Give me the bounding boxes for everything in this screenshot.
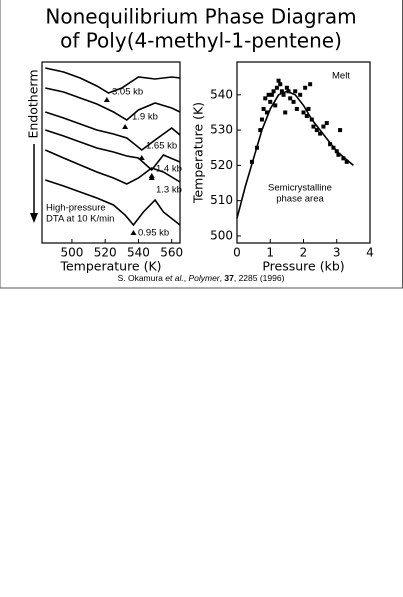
- data-point: [276, 78, 281, 83]
- data-point: [306, 106, 311, 111]
- data-point: [269, 92, 274, 97]
- data-point: [284, 85, 289, 90]
- annotation: Semicrystalline: [268, 183, 332, 194]
- data-point: [286, 89, 291, 94]
- data-point: [279, 89, 284, 94]
- data-point: [311, 124, 316, 129]
- data-point: [308, 82, 313, 87]
- citation-part: , 2285 (1996): [234, 273, 285, 283]
- arrow-head: [30, 213, 38, 223]
- x-tick-label: 500: [60, 246, 83, 260]
- x-tick-label: 520: [94, 246, 117, 260]
- annotation: phase area: [276, 194, 324, 205]
- data-point: [283, 110, 288, 115]
- data-point: [309, 117, 314, 122]
- data-point: [336, 152, 341, 157]
- citation-part: et al.: [165, 273, 183, 283]
- y-tick-label: 510: [210, 193, 233, 207]
- data-point: [301, 110, 306, 115]
- data-point: [303, 85, 308, 90]
- x-tick-label: 3: [333, 246, 341, 260]
- peak-marker: [148, 173, 155, 178]
- x-tick-label: 0: [233, 246, 241, 260]
- data-point: [266, 92, 271, 97]
- citation-part: S. Okamura: [118, 273, 166, 283]
- peak-marker: [122, 124, 129, 129]
- citation-part: ,: [184, 273, 189, 283]
- y-tick-label: 520: [210, 158, 233, 172]
- x-tick-label: 2: [300, 246, 308, 260]
- data-point: [271, 89, 276, 94]
- data-point: [338, 128, 343, 133]
- annotation: Melt: [332, 71, 350, 82]
- data-point: [281, 92, 286, 97]
- data-point: [264, 110, 269, 115]
- peak-marker: [130, 230, 137, 235]
- citation-part: Polymer: [188, 273, 220, 283]
- citation: S. Okamura et al., Polymer, 37, 2285 (19…: [118, 273, 285, 283]
- data-point: [249, 159, 254, 164]
- curve-label: 1.3 kb: [156, 185, 182, 196]
- data-point: [298, 92, 303, 97]
- data-point: [324, 121, 329, 126]
- data-point: [318, 131, 323, 136]
- x-tick-label: 560: [160, 246, 183, 260]
- x-tick-label: 4: [366, 246, 374, 260]
- x-axis-label: Temperature (K): [59, 259, 161, 274]
- y-tick-label: 530: [210, 123, 233, 137]
- data-point: [254, 145, 259, 150]
- data-point: [263, 96, 268, 101]
- data-point: [334, 149, 339, 154]
- data-point: [273, 103, 278, 108]
- y-tick-label: 540: [210, 87, 233, 101]
- dta-curve: [45, 179, 181, 227]
- dta-curve: [45, 129, 181, 172]
- title-line: of Poly(4-methyl-1-pentene): [60, 29, 342, 53]
- data-point: [291, 99, 296, 104]
- curve-label: 3.05 kb: [112, 87, 143, 98]
- data-point: [288, 96, 293, 101]
- annotation: DTA at 10 K/min: [46, 214, 114, 225]
- citation-part: ,: [220, 273, 225, 283]
- data-point: [278, 82, 283, 87]
- plot-frame: [41, 61, 181, 244]
- y-axis-label: Temperature (K): [191, 102, 206, 204]
- y-tick-label: 500: [210, 228, 233, 242]
- dta-curve: [45, 87, 181, 121]
- dta-curve: [44, 149, 181, 185]
- data-point: [314, 128, 319, 133]
- data-point: [328, 142, 333, 147]
- x-tick-label: 540: [127, 246, 150, 260]
- citation-part: 37: [224, 273, 234, 283]
- title-line: Nonequilibrium Phase Diagram: [45, 5, 356, 29]
- y-axis-label: Endotherm: [26, 69, 41, 138]
- dta-curve: [45, 111, 181, 152]
- x-tick-label: 1: [266, 246, 274, 260]
- data-point: [344, 159, 349, 164]
- data-point: [321, 124, 326, 129]
- data-point: [268, 99, 273, 104]
- data-point: [274, 85, 279, 90]
- x-axis-label: Pressure (kb): [262, 259, 344, 274]
- dta-curve: [45, 67, 181, 94]
- data-point: [261, 106, 266, 111]
- peak-marker: [103, 97, 110, 102]
- curve-label: 1.65 kb: [146, 141, 177, 152]
- data-point: [331, 145, 336, 150]
- curve-label: 0.95 kb: [138, 228, 169, 239]
- data-point: [341, 156, 346, 161]
- data-point: [259, 117, 264, 122]
- data-point: [258, 128, 263, 133]
- data-point: [293, 89, 298, 94]
- data-point: [304, 113, 309, 118]
- curve-label: 1.4 kb: [156, 164, 182, 175]
- curve-label: 1.9 kb: [132, 112, 158, 123]
- data-point: [294, 106, 299, 111]
- annotation: High-pressure: [46, 203, 106, 214]
